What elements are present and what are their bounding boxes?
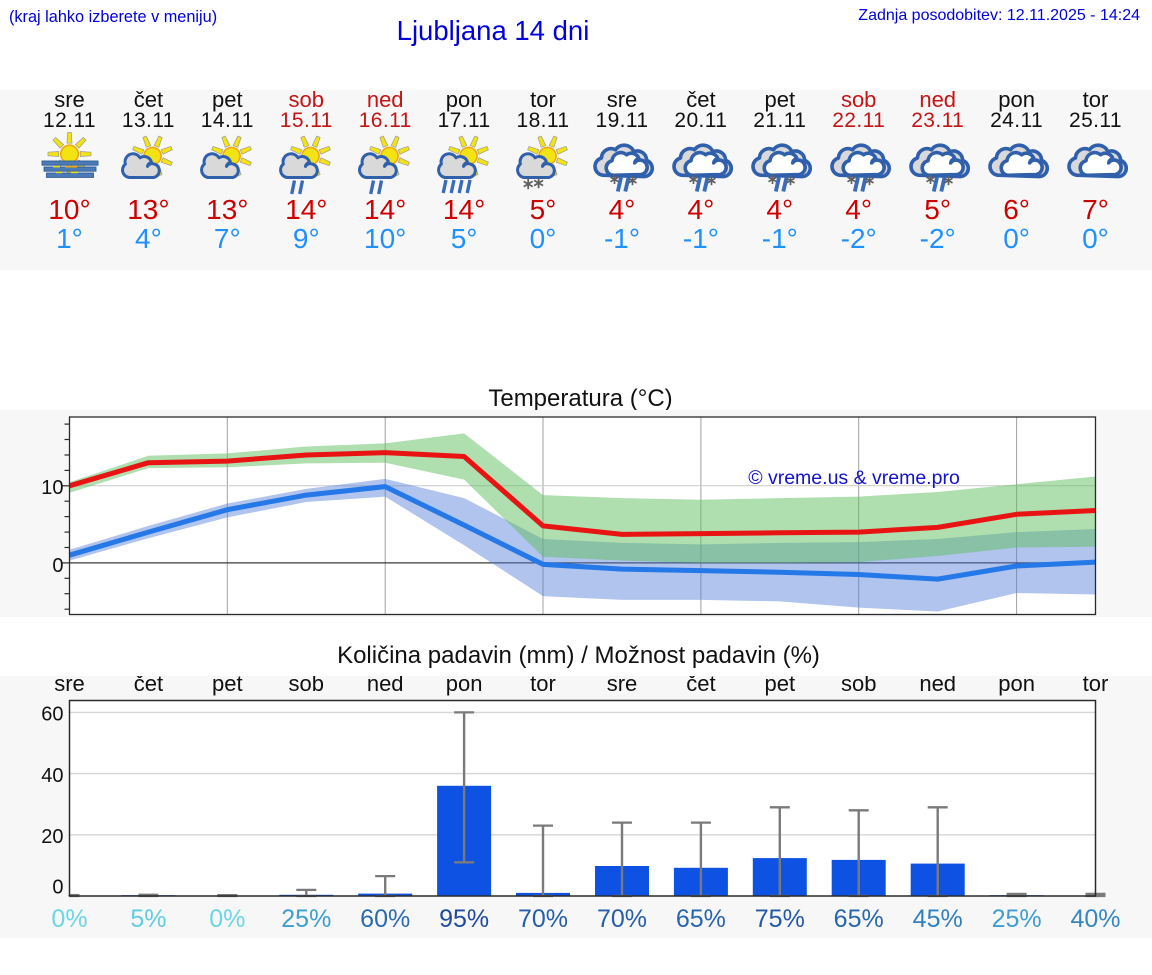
- svg-text:25%: 25%: [281, 905, 331, 933]
- svg-text:5%: 5%: [130, 905, 166, 933]
- svg-text:75%: 75%: [755, 905, 805, 933]
- svg-text:pon: pon: [998, 676, 1035, 696]
- svg-text:65%: 65%: [834, 905, 884, 933]
- svg-text:sre: sre: [54, 676, 85, 696]
- svg-text:sob: sob: [289, 676, 324, 696]
- svg-text:ned: ned: [919, 676, 956, 696]
- svg-text:60: 60: [41, 704, 63, 726]
- svg-text:tor: tor: [530, 676, 556, 696]
- svg-text:95%: 95%: [439, 905, 489, 933]
- svg-text:40: 40: [41, 765, 63, 787]
- svg-text:60%: 60%: [360, 905, 410, 933]
- svg-text:0%: 0%: [209, 905, 245, 933]
- svg-text:© vreme.us & vreme.pro: © vreme.us & vreme.pro: [748, 467, 960, 489]
- svg-text:pon: pon: [446, 676, 483, 696]
- svg-text:25%: 25%: [992, 905, 1042, 933]
- svg-text:70%: 70%: [518, 905, 568, 933]
- svg-text:10: 10: [41, 477, 63, 499]
- svg-text:45%: 45%: [913, 905, 963, 933]
- svg-text:0%: 0%: [51, 905, 87, 933]
- svg-text:pet: pet: [765, 676, 796, 696]
- svg-text:pet: pet: [212, 676, 243, 696]
- svg-text:0: 0: [52, 555, 63, 577]
- svg-text:0: 0: [52, 877, 63, 899]
- svg-text:20: 20: [41, 826, 63, 848]
- svg-text:čet: čet: [686, 676, 715, 696]
- svg-text:sre: sre: [607, 676, 638, 696]
- svg-text:ned: ned: [367, 676, 404, 696]
- svg-text:40%: 40%: [1070, 905, 1120, 933]
- svg-text:tor: tor: [1083, 676, 1109, 696]
- svg-text:sob: sob: [841, 676, 876, 696]
- svg-text:70%: 70%: [597, 905, 647, 933]
- svg-text:čet: čet: [134, 676, 163, 696]
- svg-text:65%: 65%: [676, 905, 726, 933]
